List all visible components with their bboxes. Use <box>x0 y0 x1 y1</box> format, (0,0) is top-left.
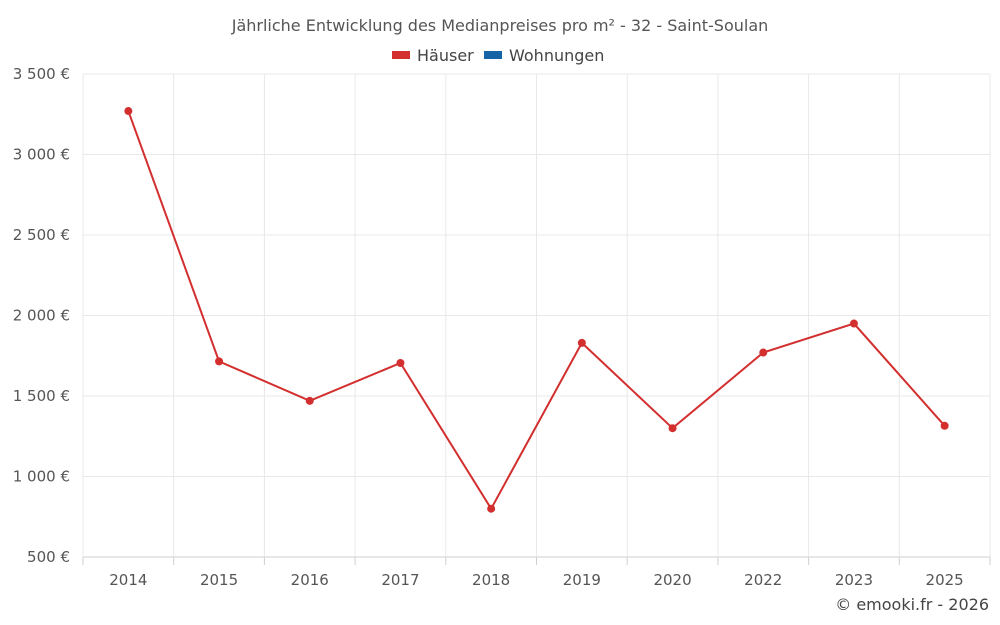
y-tick-label: 1 000 € <box>13 468 70 486</box>
x-tick-label: 2016 <box>291 571 329 589</box>
data-point[interactable] <box>124 107 133 116</box>
data-point[interactable] <box>487 504 496 513</box>
legend-label-haeuser[interactable]: Häuser <box>417 46 474 65</box>
y-tick-label: 1 500 € <box>13 387 70 405</box>
y-tick-label: 2 000 € <box>13 307 70 325</box>
y-tick-label: 3 500 € <box>13 65 70 83</box>
data-point[interactable] <box>215 357 224 366</box>
x-tick-label: 2020 <box>653 571 691 589</box>
data-point[interactable] <box>305 396 314 405</box>
y-tick-label: 500 € <box>27 548 70 566</box>
y-tick-label: 2 500 € <box>13 226 70 244</box>
plot-area <box>124 107 949 513</box>
x-tick-label: 2022 <box>744 571 782 589</box>
series-line-0 <box>127 110 946 511</box>
data-point[interactable] <box>396 358 405 367</box>
y-axis: 500 € 1 000 € 1 500 € 2 000 € 2 500 € 3 000 €… <box>13 65 70 566</box>
legend-swatch-wohnungen <box>484 51 502 59</box>
x-tick-label: 2015 <box>200 571 238 589</box>
x-tick-label: 2017 <box>381 571 419 589</box>
credit-text: © emooki.fr - 2026 <box>835 595 989 614</box>
x-tick-label: 2018 <box>472 571 510 589</box>
grid <box>82 73 991 558</box>
data-point[interactable] <box>940 421 949 430</box>
legend: Häuser Wohnungen <box>392 46 604 65</box>
x-tick-label: 2023 <box>835 571 873 589</box>
data-point[interactable] <box>849 319 858 328</box>
x-axis: 2014 2015 2016 2017 2018 2019 2020 2022 2023 2025 <box>82 557 991 589</box>
legend-label-wohnungen[interactable]: Wohnungen <box>509 46 604 65</box>
x-tick-label: 2019 <box>563 571 601 589</box>
x-tick-label: 2014 <box>109 571 147 589</box>
y-tick-label: 3 000 € <box>13 146 70 164</box>
data-point[interactable] <box>577 338 586 347</box>
data-point[interactable] <box>759 348 768 357</box>
data-point[interactable] <box>668 424 677 433</box>
x-tick-label: 2025 <box>926 571 964 589</box>
chart-title: Jährliche Entwicklung des Medianpreises … <box>231 16 769 35</box>
legend-swatch-haeuser <box>392 51 410 59</box>
